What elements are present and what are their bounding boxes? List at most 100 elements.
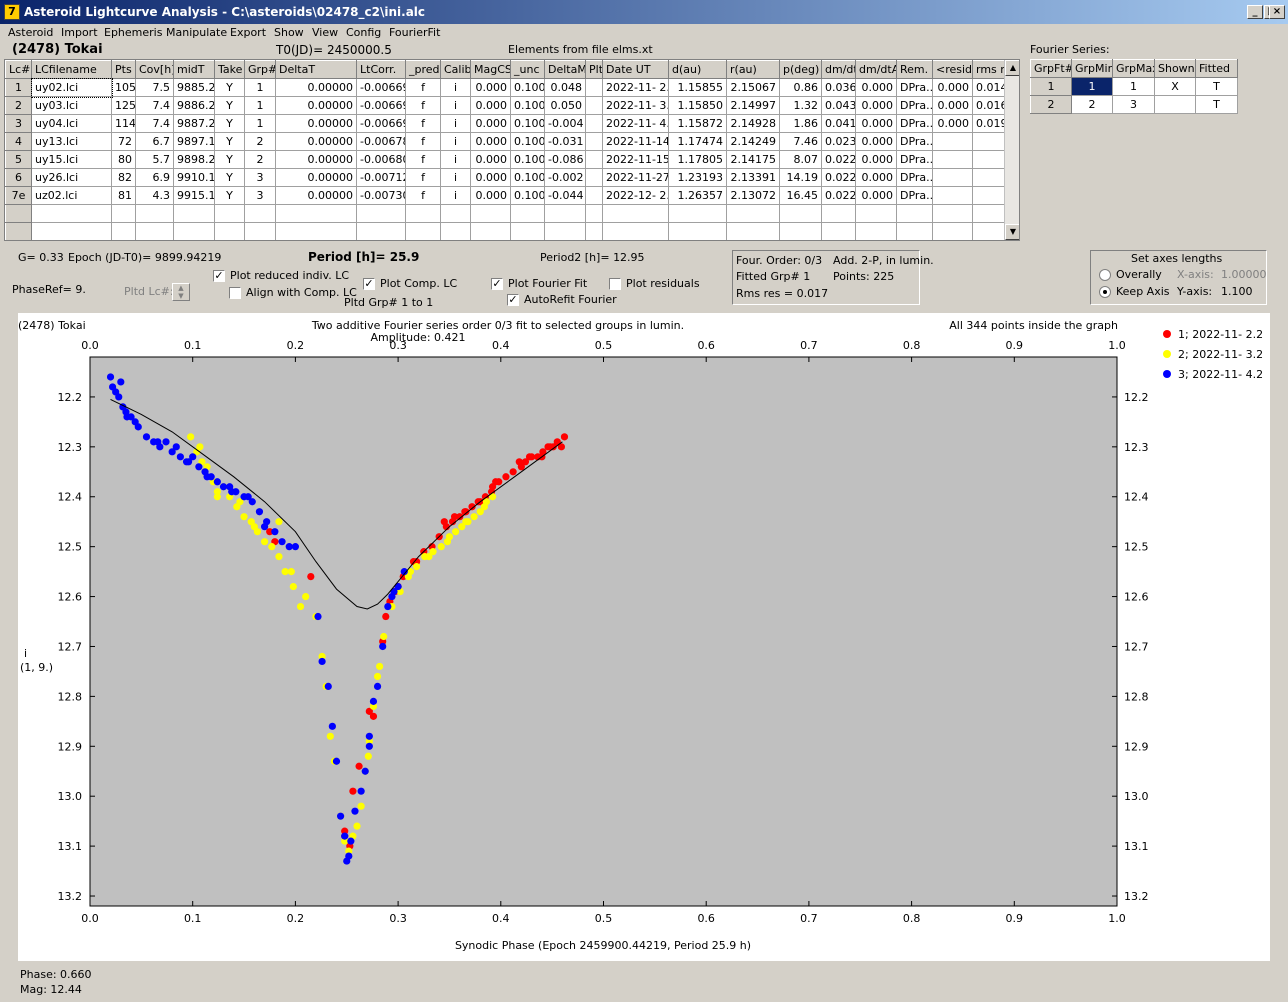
table-cell[interactable] [726, 204, 780, 223]
scroll-up-arrow-icon[interactable]: ▲ [1005, 60, 1019, 76]
table-cell[interactable]: 0.000 [932, 78, 973, 97]
table-cell[interactable]: 0.022 [821, 150, 856, 169]
table-cell[interactable]: 2.13072 [726, 186, 780, 205]
table-cell[interactable] [668, 222, 727, 240]
lc-col-header[interactable]: LCfilename [31, 60, 112, 79]
table-row[interactable]: 5 uy15.lci 80 5.7 9898.2 Y 2 0.00000 -0.00680 f i 0… [5, 150, 1010, 169]
table-cell[interactable]: 9915.1 [173, 186, 215, 205]
lc-col-header[interactable]: <resid> [932, 60, 973, 79]
fs-col-header[interactable]: GrpMin [1071, 59, 1113, 78]
table-cell[interactable]: 1 [1112, 77, 1155, 96]
table-cell[interactable] [135, 204, 174, 223]
table-cell[interactable] [544, 204, 586, 223]
table-cell[interactable] [602, 204, 669, 223]
table-cell[interactable] [5, 222, 32, 240]
table-cell[interactable]: f [405, 78, 441, 97]
lc-col-header[interactable]: Pts [111, 60, 136, 79]
table-cell[interactable]: T [1195, 77, 1238, 96]
table-cell[interactable]: 0.100 [510, 168, 545, 187]
table-cell[interactable]: 0.041 [821, 114, 856, 133]
table-cell[interactable] [821, 222, 856, 240]
table-cell[interactable]: 5.7 [135, 150, 174, 169]
table-cell[interactable]: X [1154, 77, 1196, 96]
table-cell[interactable] [275, 204, 357, 223]
table-cell[interactable] [585, 96, 603, 115]
pltd-lc-spinner[interactable]: ▲ ▼ [172, 283, 190, 301]
lc-col-header[interactable]: Lc# [5, 60, 32, 79]
table-cell[interactable]: 1 [244, 114, 276, 133]
table-cell[interactable] [440, 204, 471, 223]
plot-comp-checkbox[interactable]: ✓ [363, 277, 375, 290]
table-cell[interactable]: 2022-11-27.1 [602, 168, 669, 187]
table-cell[interactable] [470, 204, 511, 223]
table-cell[interactable]: 0.019 [972, 114, 1010, 133]
table-row[interactable]: 3 uy04.lci 114 7.4 9887.2 Y 1 0.00000 -0.00669 f i… [5, 114, 1010, 133]
lc-col-header[interactable]: p(deg) [779, 60, 822, 79]
table-cell[interactable]: 8.07 [779, 150, 822, 169]
align-comp-checkbox[interactable] [229, 287, 241, 299]
table-cell[interactable] [214, 222, 245, 240]
table-cell[interactable]: 1.17805 [668, 150, 727, 169]
table-cell[interactable]: 6.9 [135, 168, 174, 187]
lc-col-header[interactable]: Cov[h] [135, 60, 174, 79]
table-cell[interactable]: f [405, 132, 441, 151]
table-cell[interactable]: 0.100 [510, 114, 545, 133]
table-cell[interactable]: 2022-11- 2.2 [602, 78, 669, 97]
menu-fourierfit[interactable]: FourierFit [389, 26, 441, 39]
row-header[interactable]: 4 [5, 132, 32, 151]
table-cell[interactable]: 2022-11- 3.2 [602, 96, 669, 115]
table-cell[interactable]: 114 [111, 114, 136, 133]
lc-col-header[interactable]: Date UT [602, 60, 669, 79]
table-cell[interactable] [726, 222, 780, 240]
table-cell[interactable]: 9885.2 [173, 78, 215, 97]
table-cell[interactable]: i [440, 78, 471, 97]
menu-show[interactable]: Show [274, 26, 304, 39]
table-cell[interactable] [440, 222, 471, 240]
table-cell[interactable]: 0.022 [821, 168, 856, 187]
table-cell[interactable] [405, 204, 441, 223]
table-cell[interactable]: -0.086 [544, 150, 586, 169]
table-cell[interactable]: 0.000 [470, 168, 511, 187]
table-cell[interactable] [510, 204, 545, 223]
table-cell[interactable]: i [440, 186, 471, 205]
table-cell[interactable]: 1.86 [779, 114, 822, 133]
table-cell[interactable] [585, 78, 603, 97]
lc-col-header[interactable]: LtCorr. [356, 60, 406, 79]
table-cell[interactable]: -0.00730 [356, 186, 406, 205]
table-cell[interactable]: 2.13391 [726, 168, 780, 187]
table-cell[interactable]: 0.100 [510, 132, 545, 151]
lc-col-header[interactable]: d(au) [668, 60, 727, 79]
table-cell[interactable] [470, 222, 511, 240]
row-header[interactable]: 5 [5, 150, 32, 169]
table-cell[interactable]: 0.000 [470, 114, 511, 133]
table-cell[interactable]: DPra... [896, 114, 933, 133]
table-cell[interactable] [896, 204, 933, 223]
table-cell[interactable]: -0.00680 [356, 150, 406, 169]
table-cell[interactable]: 0.000 [855, 168, 897, 187]
lc-col-header[interactable]: Grp# [244, 60, 276, 79]
table-cell[interactable]: 0.86 [779, 78, 822, 97]
table-cell[interactable]: 0.022 [821, 186, 856, 205]
table-cell[interactable]: f [405, 114, 441, 133]
table-cell[interactable]: uy04.lci [31, 114, 112, 133]
table-cell[interactable]: i [440, 150, 471, 169]
table-cell[interactable]: 0.00000 [275, 186, 357, 205]
table-cell[interactable]: 0.100 [510, 150, 545, 169]
table-cell[interactable] [5, 204, 32, 223]
row-header[interactable]: 7e [5, 186, 32, 205]
table-cell[interactable]: Y [214, 78, 245, 97]
table-cell[interactable]: 72 [111, 132, 136, 151]
table-cell[interactable]: uy15.lci [31, 150, 112, 169]
table-cell[interactable]: 2022-11- 4.2 [602, 114, 669, 133]
table-cell[interactable]: 9910.1 [173, 168, 215, 187]
table-cell[interactable] [244, 222, 276, 240]
table-cell[interactable] [585, 150, 603, 169]
table-cell[interactable] [585, 204, 603, 223]
fs-col-header[interactable]: GrpFt# [1030, 59, 1072, 78]
lc-col-header[interactable]: _pred. [405, 60, 441, 79]
table-cell[interactable]: 2022-11-14.1 [602, 132, 669, 151]
table-cell[interactable]: 2 [1071, 95, 1113, 114]
lc-col-header[interactable]: DeltaT [275, 60, 357, 79]
table-row[interactable]: 1 uy02.lci 105 7.5 9885.2 Y 1 0.00000 -0.00669 f i… [5, 77, 1010, 98]
table-cell[interactable]: 0.000 [855, 186, 897, 205]
